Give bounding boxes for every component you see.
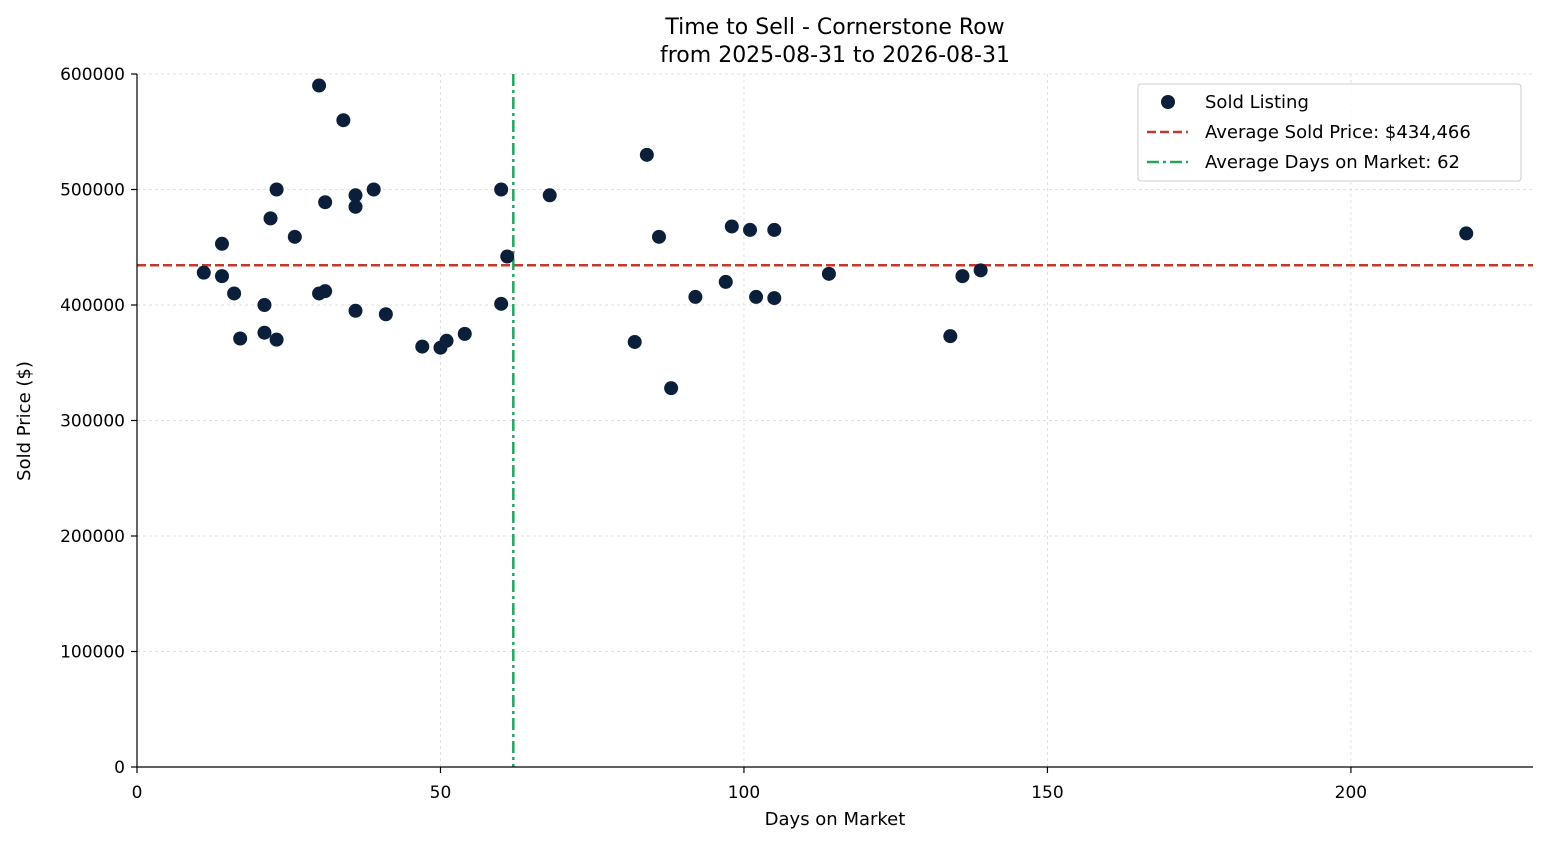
data-point <box>336 113 351 128</box>
x-tick-label: 150 <box>1031 783 1063 803</box>
x-tick-label: 200 <box>1335 783 1367 803</box>
data-point <box>943 329 958 344</box>
data-point <box>627 334 642 349</box>
chart-title: Time to Sell - Cornerstone Row <box>664 15 1004 40</box>
data-point <box>542 188 557 203</box>
data-point <box>214 269 229 284</box>
data-point <box>767 222 782 237</box>
chart-subtitle: from 2025-08-31 to 2026-08-31 <box>660 43 1010 68</box>
data-point <box>227 286 242 301</box>
data-point <box>651 229 666 244</box>
data-point <box>664 381 679 396</box>
data-point <box>366 182 381 197</box>
data-point <box>639 147 654 162</box>
data-point <box>718 274 733 289</box>
data-point <box>749 289 764 304</box>
y-tick-label: 200000 <box>60 527 125 547</box>
data-point <box>233 331 248 346</box>
y-axis-label: Sold Price ($) <box>14 361 35 481</box>
y-tick-label: 0 <box>114 758 125 778</box>
y-tick-label: 600000 <box>60 65 125 85</box>
legend-marker-sold-listing <box>1161 95 1175 109</box>
data-point <box>724 219 739 234</box>
data-point <box>196 265 211 280</box>
data-point <box>312 78 327 93</box>
data-point <box>348 303 363 318</box>
legend-label-avg-price: Average Sold Price: $434,466 <box>1205 122 1471 143</box>
reference-lines <box>137 74 1533 767</box>
x-tick-label: 100 <box>728 783 760 803</box>
x-tick-label: 0 <box>132 783 143 803</box>
data-point <box>263 211 278 226</box>
data-point <box>287 229 302 244</box>
data-point <box>318 284 333 299</box>
data-point <box>494 182 509 197</box>
data-points <box>196 78 1474 396</box>
data-point <box>743 222 758 237</box>
legend: Sold Listing Average Sold Price: $434,46… <box>1137 83 1522 182</box>
y-tick-label: 400000 <box>60 296 125 316</box>
legend-label-avg-days: Average Days on Market: 62 <box>1205 152 1460 173</box>
y-tick-label: 300000 <box>60 412 125 432</box>
data-point <box>821 266 836 281</box>
data-point <box>457 326 472 341</box>
legend-box <box>1137 83 1522 182</box>
data-point <box>269 332 284 347</box>
data-point <box>269 182 284 197</box>
data-point <box>767 291 782 306</box>
tick-labels: 0 50 100 150 200 0 100000 200000 300000 400000 500… <box>60 65 1367 803</box>
data-point <box>1459 226 1474 241</box>
data-point <box>688 289 703 304</box>
data-point <box>348 188 363 203</box>
x-axis-label: Days on Market <box>765 809 906 830</box>
x-tick-label: 50 <box>430 783 452 803</box>
data-point <box>415 339 430 354</box>
y-tick-label: 100000 <box>60 643 125 663</box>
data-point <box>494 296 509 311</box>
y-tick-label: 500000 <box>60 181 125 201</box>
data-point <box>257 298 272 312</box>
data-point <box>348 199 363 214</box>
data-point <box>439 333 454 348</box>
data-point <box>214 236 229 251</box>
axes <box>131 73 1533 773</box>
data-point <box>500 249 515 264</box>
data-point <box>257 325 272 340</box>
data-point <box>955 269 970 284</box>
data-point <box>318 195 333 210</box>
data-point <box>973 263 988 278</box>
legend-label-sold-listing: Sold Listing <box>1205 92 1309 113</box>
data-point <box>378 307 393 322</box>
